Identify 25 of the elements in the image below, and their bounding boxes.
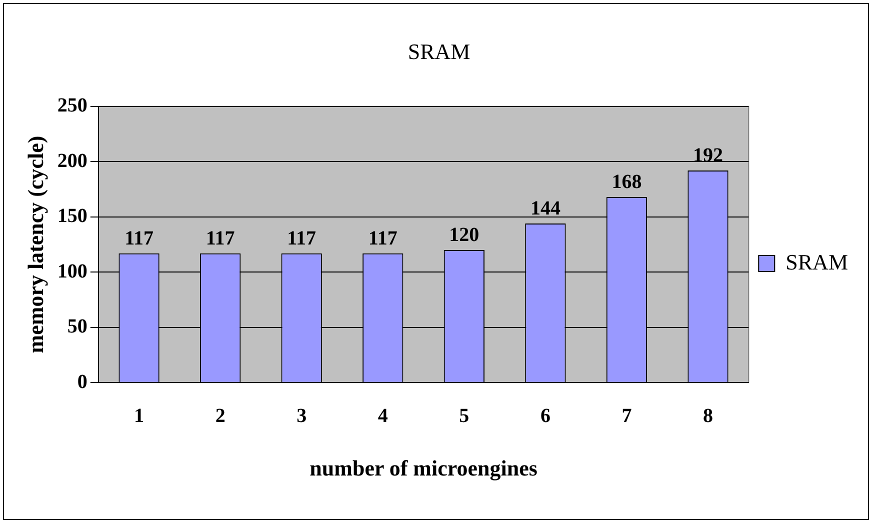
y-tick-label: 200 — [57, 150, 88, 172]
x-tick-label: 7 — [622, 404, 632, 427]
data-label: 117 — [287, 228, 316, 250]
data-label: 117 — [124, 228, 154, 250]
data-label: 168 — [612, 171, 642, 194]
x-tick-label: 4 — [378, 404, 388, 427]
x-tick-label: 6 — [540, 404, 550, 427]
chart-title: SRAM — [408, 38, 470, 64]
y-axis-title: memory latency (cycle) — [22, 136, 48, 354]
data-label: 117 — [206, 228, 235, 250]
data-label: 120 — [449, 224, 480, 246]
legend-label: SRAM — [786, 249, 848, 274]
y-tick-label: 100 — [57, 260, 88, 282]
x-axis-title: number of microengines — [310, 455, 538, 480]
y-tick-label: 250 — [57, 94, 88, 117]
x-tick-label: 2 — [215, 404, 226, 427]
y-tick-label: 150 — [57, 205, 88, 228]
x-tick-label: 5 — [459, 404, 470, 427]
x-tick-label: 3 — [296, 404, 307, 427]
y-tick-label: 50 — [67, 316, 88, 338]
x-tick-label: 1 — [134, 404, 144, 427]
y-tick-label: 0 — [77, 370, 88, 393]
x-tick-label: 8 — [703, 404, 713, 427]
data-label: 117 — [368, 228, 398, 250]
data-label: 144 — [530, 198, 560, 220]
